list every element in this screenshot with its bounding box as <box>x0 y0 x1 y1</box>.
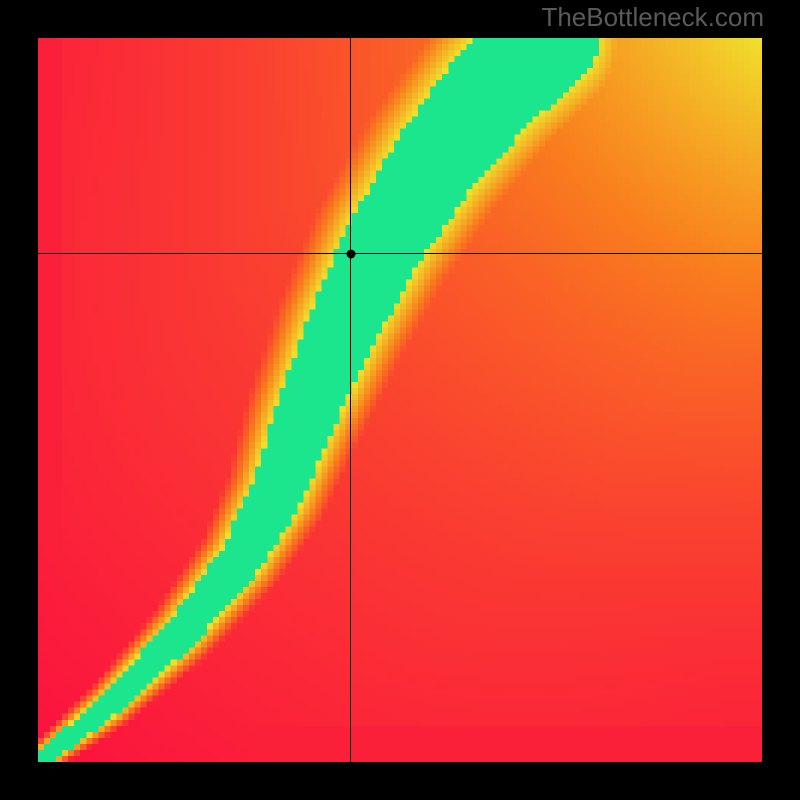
marker-dot <box>346 249 355 258</box>
crosshair-vertical-line <box>350 38 351 762</box>
heatmap-canvas <box>38 38 762 762</box>
watermark-text: TheBottleneck.com <box>541 2 764 33</box>
chart-container: TheBottleneck.com <box>0 0 800 800</box>
crosshair-horizontal-line <box>38 253 762 254</box>
